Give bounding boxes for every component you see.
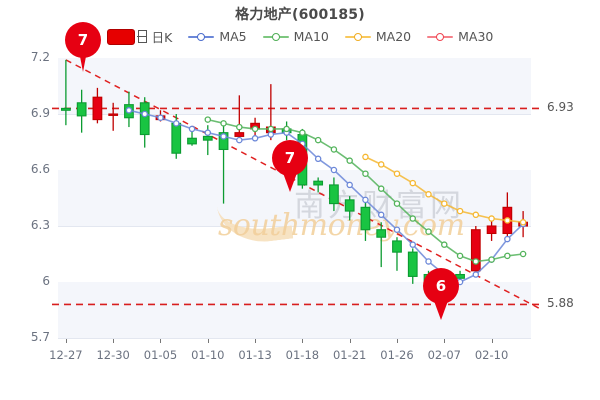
x-axis-tick xyxy=(396,338,398,343)
x-axis-tick-label: 01-13 xyxy=(238,348,272,362)
chart-legend: 日K MA5 MA10 MA20 xyxy=(0,27,600,46)
legend-item-ma5[interactable]: MA5 xyxy=(188,29,247,44)
y-axis-tick-label: 6.6 xyxy=(30,162,50,176)
y-axis-tick-label: 6 xyxy=(42,274,50,288)
ma20-line-icon xyxy=(344,32,371,42)
x-axis-tick-label: 02-10 xyxy=(474,348,509,362)
legend-item-ma20[interactable]: MA20 xyxy=(344,29,412,44)
x-axis-tick xyxy=(207,338,209,343)
x-axis-tick-label: 01-21 xyxy=(332,348,367,362)
legend-label-ma20: MA20 xyxy=(375,29,412,44)
y-axis-tick-label: 7.2 xyxy=(30,50,50,64)
x-axis-tick-label: 01-10 xyxy=(191,348,225,362)
y-axis-tick-label: 6.9 xyxy=(30,106,50,120)
reference-line-label: 6.93 xyxy=(547,100,574,115)
x-axis-tick xyxy=(349,338,351,343)
legend-item-ma10[interactable]: MA10 xyxy=(262,29,329,44)
x-axis-tick-label: 01-05 xyxy=(143,348,178,362)
x-axis-tick-label: 01-26 xyxy=(380,348,414,362)
legend-label-ma10: MA10 xyxy=(293,29,329,44)
gridline xyxy=(58,338,531,339)
ma30-line-icon xyxy=(427,32,454,42)
price-plot-area: 南方财富网 southmoney.com xyxy=(52,58,543,339)
legend-item-k[interactable]: 日K xyxy=(106,27,173,46)
gridline xyxy=(58,226,531,227)
x-axis-tick xyxy=(65,338,67,343)
ma10-line-icon xyxy=(262,32,289,42)
x-axis-tick-label: 12-30 xyxy=(96,348,130,362)
x-axis-tick xyxy=(491,338,493,343)
page-title: 格力地产(600185) xyxy=(235,7,365,23)
legend-label-ma30: MA30 xyxy=(458,29,494,44)
legend-item-ma30[interactable]: MA30 xyxy=(427,29,493,44)
y-axis-tick-label: 5.7 xyxy=(30,330,50,344)
candlestick-icon xyxy=(106,28,147,45)
gridline xyxy=(58,114,531,115)
y-axis-tick-label: 6.3 xyxy=(30,218,50,232)
candlestick-svg xyxy=(52,59,543,309)
x-axis-tick xyxy=(302,338,304,343)
legend-label-ma5: MA5 xyxy=(219,29,247,44)
legend-label-k: 日K xyxy=(151,30,173,45)
reference-line-label: 5.88 xyxy=(547,296,574,311)
x-axis-tick-label: 12-27 xyxy=(49,348,83,362)
x-axis-tick-label: 01-18 xyxy=(285,348,320,362)
x-axis-tick xyxy=(255,338,257,343)
ma5-line-icon xyxy=(188,32,215,42)
x-axis-tick xyxy=(444,338,446,343)
x-axis-tick-label: 02-07 xyxy=(427,348,461,362)
x-axis-tick xyxy=(160,338,162,343)
x-axis-tick xyxy=(113,338,115,343)
grid-band xyxy=(58,58,531,114)
